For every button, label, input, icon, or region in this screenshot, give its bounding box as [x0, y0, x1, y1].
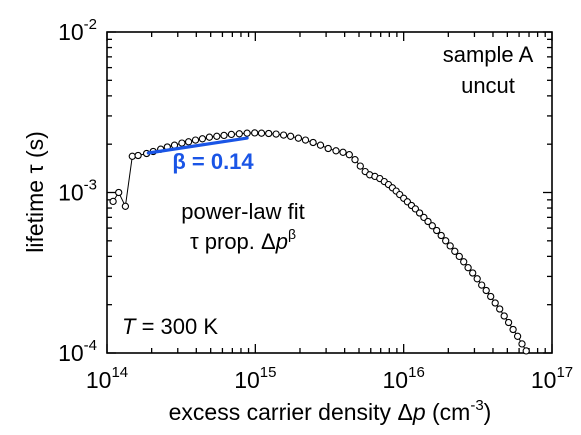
data-point	[301, 136, 310, 144]
data-point	[332, 147, 340, 155]
x-tick-label: 1014	[86, 364, 128, 393]
data-point	[128, 152, 136, 160]
data-point	[257, 129, 266, 137]
data-point	[473, 275, 481, 283]
data-point	[109, 197, 117, 206]
y-tick-label: 10-4	[58, 337, 97, 366]
tick-marks	[106, 31, 553, 354]
data-point	[433, 226, 441, 235]
data-point	[227, 130, 236, 139]
x-axis-title: excess carrier density Δp (cm-3)	[169, 397, 492, 425]
x-tick-label: 1015	[234, 364, 276, 393]
fit-label: power-law fit	[181, 199, 304, 224]
data-point	[482, 286, 490, 295]
data-point	[191, 136, 200, 144]
fit-line	[146, 136, 249, 155]
data-point	[286, 132, 295, 140]
x-tick-label: 1017	[531, 364, 573, 393]
y-axis-title: lifetime τ (s)	[22, 131, 48, 253]
data-point	[205, 133, 214, 141]
data-point	[487, 292, 495, 301]
fit-formula: τ prop. Δpβ	[190, 226, 296, 254]
data-point	[437, 231, 445, 240]
data-point	[356, 162, 364, 170]
y-tick-label: 10-3	[58, 177, 97, 206]
data-point	[509, 325, 517, 334]
data-point	[220, 131, 228, 140]
data-point	[504, 318, 513, 327]
data-point	[500, 312, 508, 320]
data-point	[518, 340, 526, 348]
data-point	[428, 222, 436, 230]
data-point	[309, 138, 317, 147]
uncut-label: uncut	[461, 73, 515, 98]
data-point	[491, 299, 499, 307]
data-point	[424, 217, 432, 226]
data-point	[251, 129, 259, 137]
data-point	[178, 139, 186, 147]
data-point	[213, 132, 221, 140]
data-point	[265, 129, 273, 138]
temperature-label: T = 300 K	[122, 314, 218, 339]
data-point	[294, 134, 303, 142]
data-point	[184, 138, 193, 146]
power-law-fit-line	[146, 136, 249, 155]
data-point	[415, 209, 424, 217]
data-point	[115, 188, 123, 197]
x-tick-labels: 1014 1015 1016 1017	[86, 364, 573, 393]
data-point	[351, 156, 359, 164]
data-point	[235, 130, 243, 138]
data-point	[243, 129, 251, 137]
data-point	[279, 131, 288, 139]
data-point	[513, 332, 522, 340]
data-point	[451, 247, 459, 255]
data-point	[411, 205, 420, 213]
data-point	[316, 141, 325, 149]
data-point	[345, 151, 353, 159]
data-point	[455, 252, 463, 261]
sample-label: sample A	[443, 42, 534, 67]
data-point	[198, 135, 207, 143]
y-tick-labels: 10-4 10-3 10-2	[58, 16, 97, 366]
data-point	[324, 144, 332, 153]
beta-label: β = 0.14	[172, 149, 254, 174]
data-point	[442, 237, 450, 245]
data-point	[478, 281, 486, 289]
data-point	[464, 264, 472, 272]
data-point	[522, 347, 530, 355]
data-point	[272, 130, 280, 138]
data-point	[469, 269, 477, 277]
data-point	[121, 202, 130, 210]
data-point	[134, 151, 142, 160]
data-point	[460, 258, 468, 266]
y-tick-label: 10-2	[58, 16, 97, 45]
x-tick-label: 1016	[383, 364, 425, 393]
data-point	[339, 148, 347, 156]
data-point	[496, 305, 504, 313]
data-point	[446, 242, 454, 250]
